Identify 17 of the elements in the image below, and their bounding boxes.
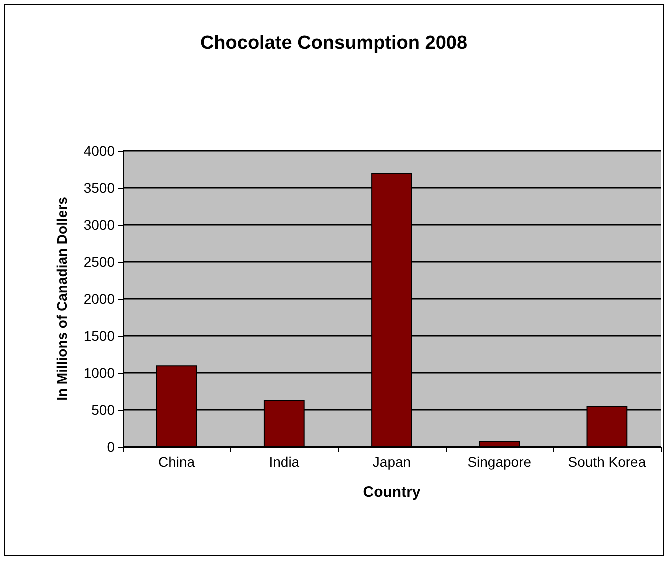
- y-tick-label: 2000: [84, 291, 116, 307]
- y-axis-title: In Millions of Canadian Dollers: [54, 196, 70, 401]
- y-tick-label: 4000: [84, 143, 116, 159]
- y-tick-label: 3000: [84, 217, 116, 233]
- y-tick-label: 1500: [84, 328, 116, 344]
- y-tick-label: 3500: [84, 180, 116, 196]
- x-tick-label: China: [158, 454, 196, 470]
- x-tick-label: Singapore: [468, 454, 532, 470]
- chart-title: Chocolate Consumption 2008: [200, 33, 468, 54]
- y-tick-label: 0: [107, 439, 116, 455]
- x-tick-label: India: [269, 454, 300, 470]
- x-tick-label: Japan: [372, 454, 412, 470]
- x-tick-label: South Korea: [568, 454, 646, 470]
- y-tick-label: 500: [92, 402, 116, 418]
- y-tick-label: 1000: [84, 365, 116, 381]
- x-axis-title: Country: [363, 484, 422, 501]
- y-tick-label: 2500: [84, 254, 116, 270]
